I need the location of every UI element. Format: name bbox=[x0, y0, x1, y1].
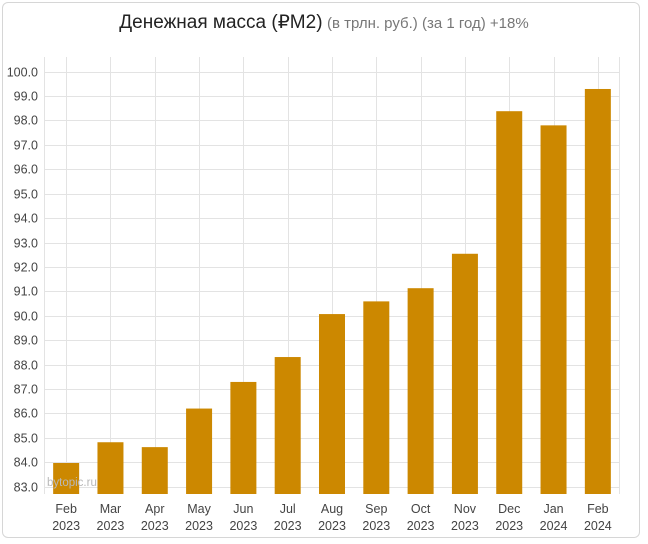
chart-subtitle: (в трлн. руб.) (за 1 год) +18% bbox=[326, 15, 529, 32]
y-tick-label: 96.0 bbox=[14, 163, 38, 177]
y-tick-label: 99.0 bbox=[14, 90, 38, 104]
y-tick-label: 88.0 bbox=[14, 359, 38, 373]
y-tick-label: 98.0 bbox=[14, 114, 38, 128]
y-tick-label: 85.0 bbox=[14, 432, 38, 446]
y-tick-label: 97.0 bbox=[14, 139, 38, 153]
x-tick-label-year: 2023 bbox=[362, 519, 390, 533]
bar bbox=[141, 447, 168, 494]
y-tick-label: 86.0 bbox=[14, 407, 38, 421]
x-tick-label-year: 2023 bbox=[52, 519, 80, 533]
x-tick-label-month: Jul bbox=[280, 502, 296, 516]
y-tick-label: 89.0 bbox=[14, 334, 38, 348]
x-tick-label-year: 2023 bbox=[97, 519, 125, 533]
bar bbox=[540, 125, 567, 494]
x-tick-label-month: Dec bbox=[498, 502, 520, 516]
bar bbox=[186, 408, 213, 494]
bar bbox=[584, 88, 611, 494]
y-tick-label: 92.0 bbox=[14, 261, 38, 275]
y-tick-label: 95.0 bbox=[14, 188, 38, 202]
y-tick-label: 90.0 bbox=[14, 310, 38, 324]
x-tick-label-month: Nov bbox=[454, 502, 477, 516]
bar bbox=[451, 253, 478, 494]
x-tick-label-month: Jun bbox=[233, 502, 253, 516]
bar bbox=[319, 314, 345, 494]
y-tick-label: 93.0 bbox=[14, 237, 38, 251]
bar bbox=[97, 442, 124, 494]
y-tick-label: 100.0 bbox=[7, 66, 38, 80]
x-tick-label-year: 2023 bbox=[141, 519, 169, 533]
x-tick-label-month: Aug bbox=[321, 502, 343, 516]
x-tick-label-year: 2023 bbox=[451, 519, 479, 533]
bar bbox=[407, 288, 434, 494]
x-tick-label-month: Jan bbox=[543, 502, 563, 516]
watermark-text: bytopic.ru bbox=[47, 477, 97, 489]
y-tick-label: 87.0 bbox=[14, 383, 38, 397]
x-tick-label-year: 2023 bbox=[229, 519, 257, 533]
chart-title: Денежная масса (₽M2) (в трлн. руб.) (за … bbox=[0, 11, 648, 34]
x-tick-label-month: Apr bbox=[145, 502, 164, 516]
bar bbox=[230, 381, 257, 494]
x-tick-label-year: 2024 bbox=[540, 519, 568, 533]
x-tick-label-year: 2023 bbox=[185, 519, 213, 533]
x-tick-label-year: 2023 bbox=[407, 519, 435, 533]
x-tick-label-year: 2023 bbox=[318, 519, 346, 533]
bar bbox=[363, 301, 390, 494]
x-tick-label-month: Feb bbox=[55, 502, 77, 516]
x-tick-label-year: 2024 bbox=[584, 519, 612, 533]
bar bbox=[53, 462, 80, 494]
bar bbox=[274, 357, 301, 494]
bar bbox=[496, 111, 523, 495]
y-tick-label: 91.0 bbox=[14, 285, 38, 299]
x-tick-label-month: Sep bbox=[365, 502, 387, 516]
x-tick-label-month: Feb bbox=[587, 502, 609, 516]
x-tick-label-month: May bbox=[187, 502, 211, 516]
chart-title-main: Денежная масса (₽M2) bbox=[119, 12, 323, 33]
y-tick-label: 84.0 bbox=[14, 456, 38, 470]
x-tick-label-year: 2023 bbox=[495, 519, 523, 533]
x-tick-label-month: Oct bbox=[411, 502, 431, 516]
y-tick-label: 83.0 bbox=[14, 481, 38, 495]
x-tick-label-month: Mar bbox=[100, 502, 122, 516]
x-tick-label-year: 2023 bbox=[274, 519, 302, 533]
y-tick-label: 94.0 bbox=[14, 212, 38, 226]
